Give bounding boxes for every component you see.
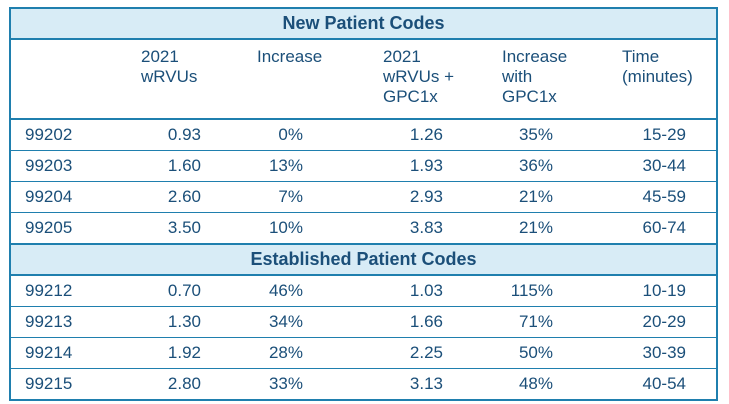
cell-increase-gpc1x: 21% <box>518 187 553 206</box>
cell-wrvus-2021: 2.80 <box>167 374 201 393</box>
cell-increase: 34% <box>268 312 303 331</box>
cell-code: 99205 <box>25 218 73 237</box>
cell-time: 60-74 <box>642 218 686 237</box>
cell-code: 99203 <box>25 156 73 175</box>
cell-increase: 33% <box>268 374 303 393</box>
table-row: 99202 0.93 0% 1.26 35% 15-29 <box>11 120 716 150</box>
cell-wrvus-gpc1x: 2.25 <box>409 343 443 362</box>
cell-wrvus-gpc1x: 3.13 <box>409 374 443 393</box>
cell-increase-gpc1x: 71% <box>518 312 553 331</box>
section-title-new: New Patient Codes <box>11 9 716 38</box>
header-2021-wrvus: 2021 wRVUs <box>141 47 198 86</box>
section-title-established: Established Patient Codes <box>11 243 716 276</box>
cell-wrvus-2021: 0.93 <box>167 125 201 144</box>
cell-time: 30-44 <box>642 156 686 175</box>
cell-increase-gpc1x: 21% <box>518 218 553 237</box>
cell-code: 99215 <box>25 374 73 393</box>
cell-time: 30-39 <box>642 343 686 362</box>
cell-increase-gpc1x: 48% <box>518 374 553 393</box>
cell-code: 99204 <box>25 187 73 206</box>
cell-wrvus-2021: 1.60 <box>167 156 201 175</box>
table-row: 99203 1.60 13% 1.93 36% 30-44 <box>11 150 716 181</box>
header-increase: Increase <box>257 47 323 66</box>
cell-code: 99212 <box>25 281 73 300</box>
table-row: 99215 2.80 33% 3.13 48% 40-54 <box>11 368 716 399</box>
cell-code: 99213 <box>25 312 73 331</box>
table-row: 99205 3.50 10% 3.83 21% 60-74 <box>11 212 716 243</box>
header-2021-wrvus-gpc1x: 2021 wRVUs + GPC1x <box>383 47 455 106</box>
cell-increase: 0% <box>278 125 303 144</box>
header-row: 2021 wRVUs Increase 2021 wRVUs + GPC1x I… <box>11 38 716 120</box>
new-patient-rows: 99202 0.93 0% 1.26 35% 15-29 99203 1.60 13% 1.93 3… <box>11 120 716 243</box>
cell-increase: 10% <box>268 218 303 237</box>
table-row: 99212 0.70 46% 1.03 115% 10-19 <box>11 276 716 306</box>
cell-code: 99214 <box>25 343 73 362</box>
table-row: 99204 2.60 7% 2.93 21% 45-59 <box>11 181 716 212</box>
cell-code: 99202 <box>25 125 73 144</box>
cell-wrvus-2021: 1.92 <box>167 343 201 362</box>
cell-wrvus-gpc1x: 3.83 <box>409 218 443 237</box>
cell-increase: 46% <box>268 281 303 300</box>
cell-increase: 13% <box>268 156 303 175</box>
cell-increase: 28% <box>268 343 303 362</box>
cell-time: 45-59 <box>642 187 686 206</box>
cell-wrvus-gpc1x: 1.26 <box>409 125 443 144</box>
cell-increase-gpc1x: 50% <box>518 343 553 362</box>
cell-wrvus-gpc1x: 1.03 <box>409 281 443 300</box>
cell-increase-gpc1x: 36% <box>518 156 553 175</box>
cell-increase-gpc1x: 35% <box>518 125 553 144</box>
cell-time: 40-54 <box>642 374 686 393</box>
cell-wrvus-2021: 3.50 <box>167 218 201 237</box>
cell-wrvus-2021: 1.30 <box>167 312 201 331</box>
table-row: 99213 1.30 34% 1.66 71% 20-29 <box>11 306 716 337</box>
cell-wrvus-2021: 2.60 <box>167 187 201 206</box>
cell-time: 10-19 <box>642 281 686 300</box>
cell-wrvus-2021: 0.70 <box>167 281 201 300</box>
cell-time: 15-29 <box>642 125 686 144</box>
table-row: 99214 1.92 28% 2.25 50% 30-39 <box>11 337 716 368</box>
cell-increase: 7% <box>278 187 303 206</box>
cell-wrvus-gpc1x: 1.66 <box>409 312 443 331</box>
header-increase-gpc1x: Increase with GPC1x <box>502 47 568 106</box>
codes-table: New Patient Codes 2021 wRVUs Increase 20… <box>9 7 718 401</box>
cell-wrvus-gpc1x: 1.93 <box>409 156 443 175</box>
cell-increase-gpc1x: 115% <box>510 281 553 300</box>
header-time: Time (minutes) <box>622 47 693 86</box>
cell-wrvus-gpc1x: 2.93 <box>409 187 443 206</box>
cell-time: 20-29 <box>642 312 686 331</box>
established-patient-rows: 99212 0.70 46% 1.03 115% 10-19 99213 1.30 34% 1.6… <box>11 276 716 399</box>
